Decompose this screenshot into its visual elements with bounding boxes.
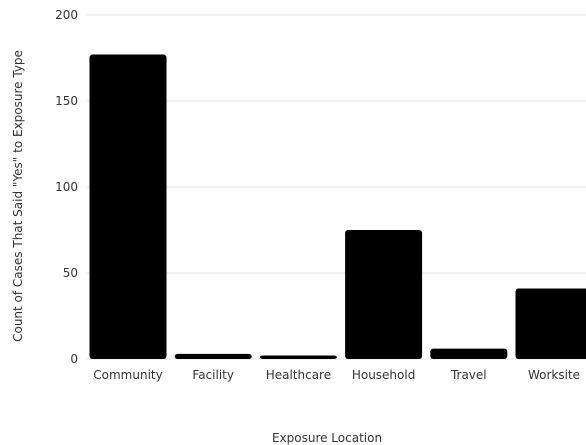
y-tick-label: 200 — [55, 8, 78, 22]
bar-worksite — [515, 288, 586, 359]
bar-community — [89, 54, 167, 360]
y-tick-label: 0 — [70, 352, 78, 366]
x-tick-label: Worksite — [528, 368, 580, 382]
x-axis-title: Exposure Location — [272, 431, 382, 445]
bar-healthcare — [259, 355, 337, 359]
x-tick-label: Travel — [450, 368, 487, 382]
y-tick-label: 50 — [63, 266, 78, 280]
x-tick-label: Healthcare — [266, 368, 331, 382]
bar-facility — [174, 353, 252, 359]
y-axis-ticks: 0 50 100 150 200 — [55, 8, 78, 366]
x-tick-label: Household — [352, 368, 416, 382]
x-tick-label: Community — [93, 368, 162, 382]
x-tick-label: Facility — [192, 368, 234, 382]
bars — [89, 54, 586, 360]
y-tick-label: 100 — [55, 180, 78, 194]
y-tick-label: 150 — [55, 94, 78, 108]
x-axis-ticks: Community Facility Healthcare Household Trav… — [93, 368, 580, 382]
bar-travel — [430, 348, 508, 359]
bar-household — [345, 230, 423, 359]
y-axis-title: Count of Cases That Said "Yes" to Exposu… — [11, 50, 25, 342]
